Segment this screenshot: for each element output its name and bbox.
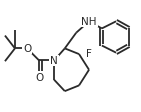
Text: N: N (50, 56, 58, 66)
Text: F: F (86, 48, 92, 58)
Text: NH: NH (81, 17, 97, 27)
Text: O: O (23, 44, 31, 54)
Text: O: O (35, 72, 43, 82)
